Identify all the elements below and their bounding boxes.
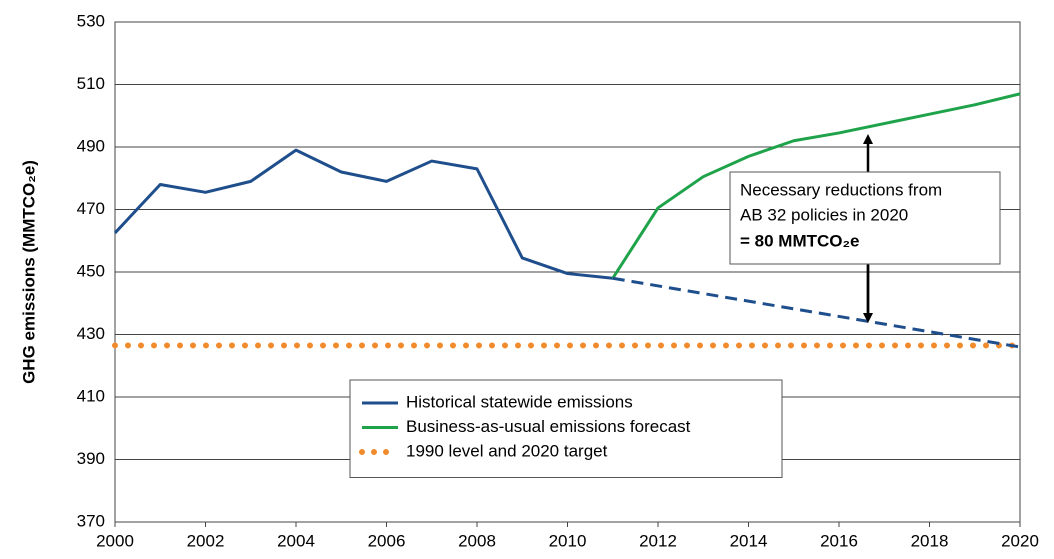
x-tick-label: 2020 <box>1001 531 1039 550</box>
legend: Historical statewide emissions Business-a… <box>349 379 783 478</box>
legend-label: 1990 level and 2020 target <box>406 441 608 460</box>
x-tick-label: 2002 <box>187 531 225 550</box>
x-tick-label: 2012 <box>639 531 677 550</box>
y-tick-label: 470 <box>77 199 105 218</box>
x-tick-label: 2008 <box>458 531 496 550</box>
x-tick-label: 2010 <box>549 531 587 550</box>
series-line <box>612 276 1021 349</box>
y-tick-label: 370 <box>77 511 105 530</box>
annotation-line: Necessary reductions from <box>740 180 942 199</box>
annotation-box <box>729 171 1001 265</box>
x-tick-label: 2004 <box>277 531 315 550</box>
y-tick-label: 410 <box>77 386 105 405</box>
y-tick-label: 530 <box>77 11 105 30</box>
x-tick-label: 2014 <box>730 531 768 550</box>
legend-box <box>349 379 783 478</box>
series-line <box>611 92 1021 280</box>
x-tick-label: 2006 <box>368 531 406 550</box>
annotation-line: = 80 MMTCO₂e <box>740 231 860 250</box>
legend-label: Historical statewide emissions <box>406 392 633 411</box>
y-tick-label: 490 <box>77 136 105 155</box>
legend-label: Business-as-usual emissions forecast <box>406 417 691 436</box>
y-tick-label: 390 <box>77 449 105 468</box>
y-tick-label: 430 <box>77 324 105 343</box>
lines <box>112 92 1023 349</box>
y-tick-label: 450 <box>77 261 105 280</box>
series-line <box>113 148 613 280</box>
y-axis-label: GHG emissions (MMTCO₂e) <box>19 160 38 384</box>
x-tick-label: 2018 <box>911 531 949 550</box>
plot-frame <box>114 21 1021 523</box>
y-tick-label: 510 <box>77 74 105 93</box>
x-tick-label: 2016 <box>820 531 858 550</box>
x-tick-label: 2000 <box>96 531 134 550</box>
annotation-line: AB 32 policies in 2020 <box>740 205 908 224</box>
